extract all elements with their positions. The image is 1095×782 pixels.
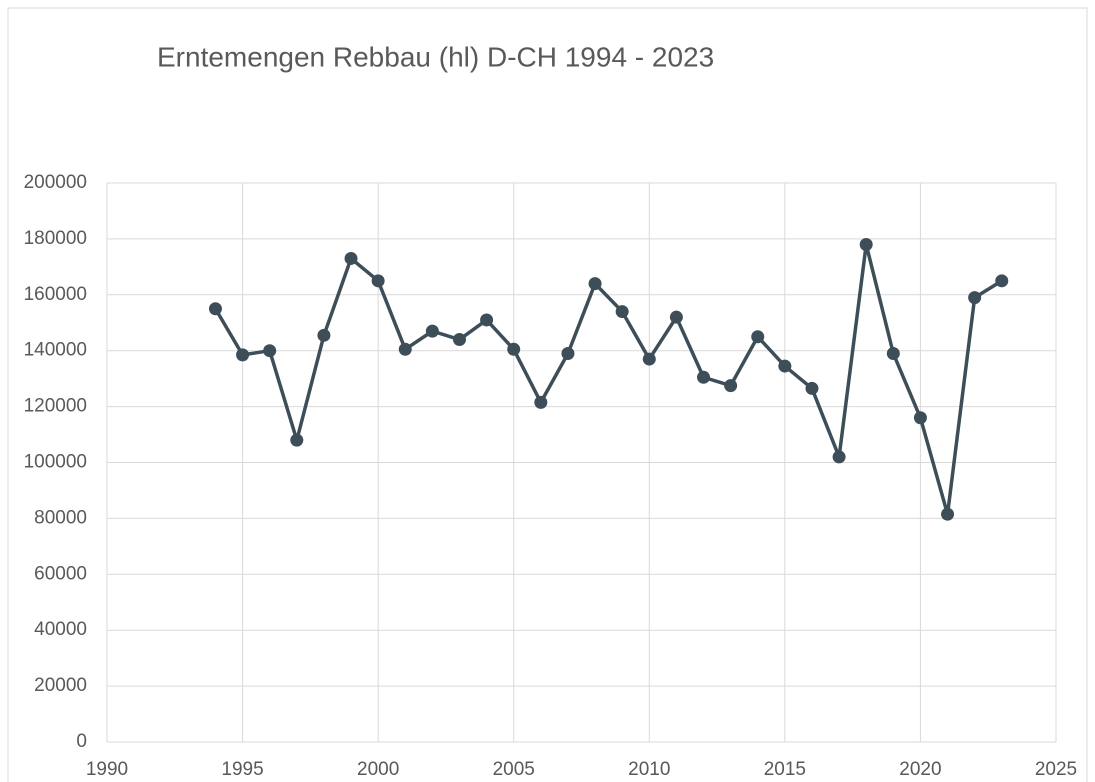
x-tick-label: 2025 [1035,759,1077,780]
marker [236,348,250,362]
y-tick-label: 100000 [24,452,87,473]
marker [290,433,304,447]
marker [669,310,683,324]
marker [208,302,222,316]
marker [724,379,738,393]
marker [263,344,277,358]
x-tick-label: 1995 [221,759,263,780]
x-tick-label: 1990 [86,759,128,780]
y-tick-label: 0 [76,731,87,752]
marker [344,251,358,265]
marker [398,342,412,356]
marker [642,352,656,366]
marker [886,346,900,360]
marker [778,359,792,373]
marker [615,305,629,319]
y-tick-label: 160000 [24,284,87,305]
y-tick-label: 80000 [34,507,87,528]
line [213,242,1003,516]
marker [317,328,331,342]
marker [968,291,982,305]
y-tick-label: 40000 [34,619,87,640]
x-tick-label: 2005 [493,759,535,780]
marker [832,450,846,464]
marker [697,370,711,384]
y-tick-label: 120000 [24,396,87,417]
marker [507,342,521,356]
y-tick-label: 200000 [24,172,87,193]
marker [425,324,439,338]
y-tick-label: 20000 [34,675,87,696]
marker [534,395,548,409]
marker [859,237,873,251]
chart-title: Erntemengen Rebbau (hl) D-CH 1994 - 2023 [157,41,714,72]
marker [452,333,466,347]
x-tick-label: 2000 [357,759,399,780]
marker [913,411,927,425]
x-tick-label: 2010 [628,759,670,780]
marker [480,313,494,327]
y-tick-label: 140000 [24,340,87,361]
marker [588,277,602,291]
chart-border [7,7,1088,782]
x-tick-label: 2020 [899,759,941,780]
marker [371,274,385,288]
marker [941,507,955,521]
marker [561,346,575,360]
y-tick-label: 60000 [34,563,87,584]
x-tick-label: 2015 [764,759,806,780]
marker [805,381,819,395]
marker [751,330,765,344]
marker [995,274,1009,288]
y-tick-label: 180000 [24,228,87,249]
